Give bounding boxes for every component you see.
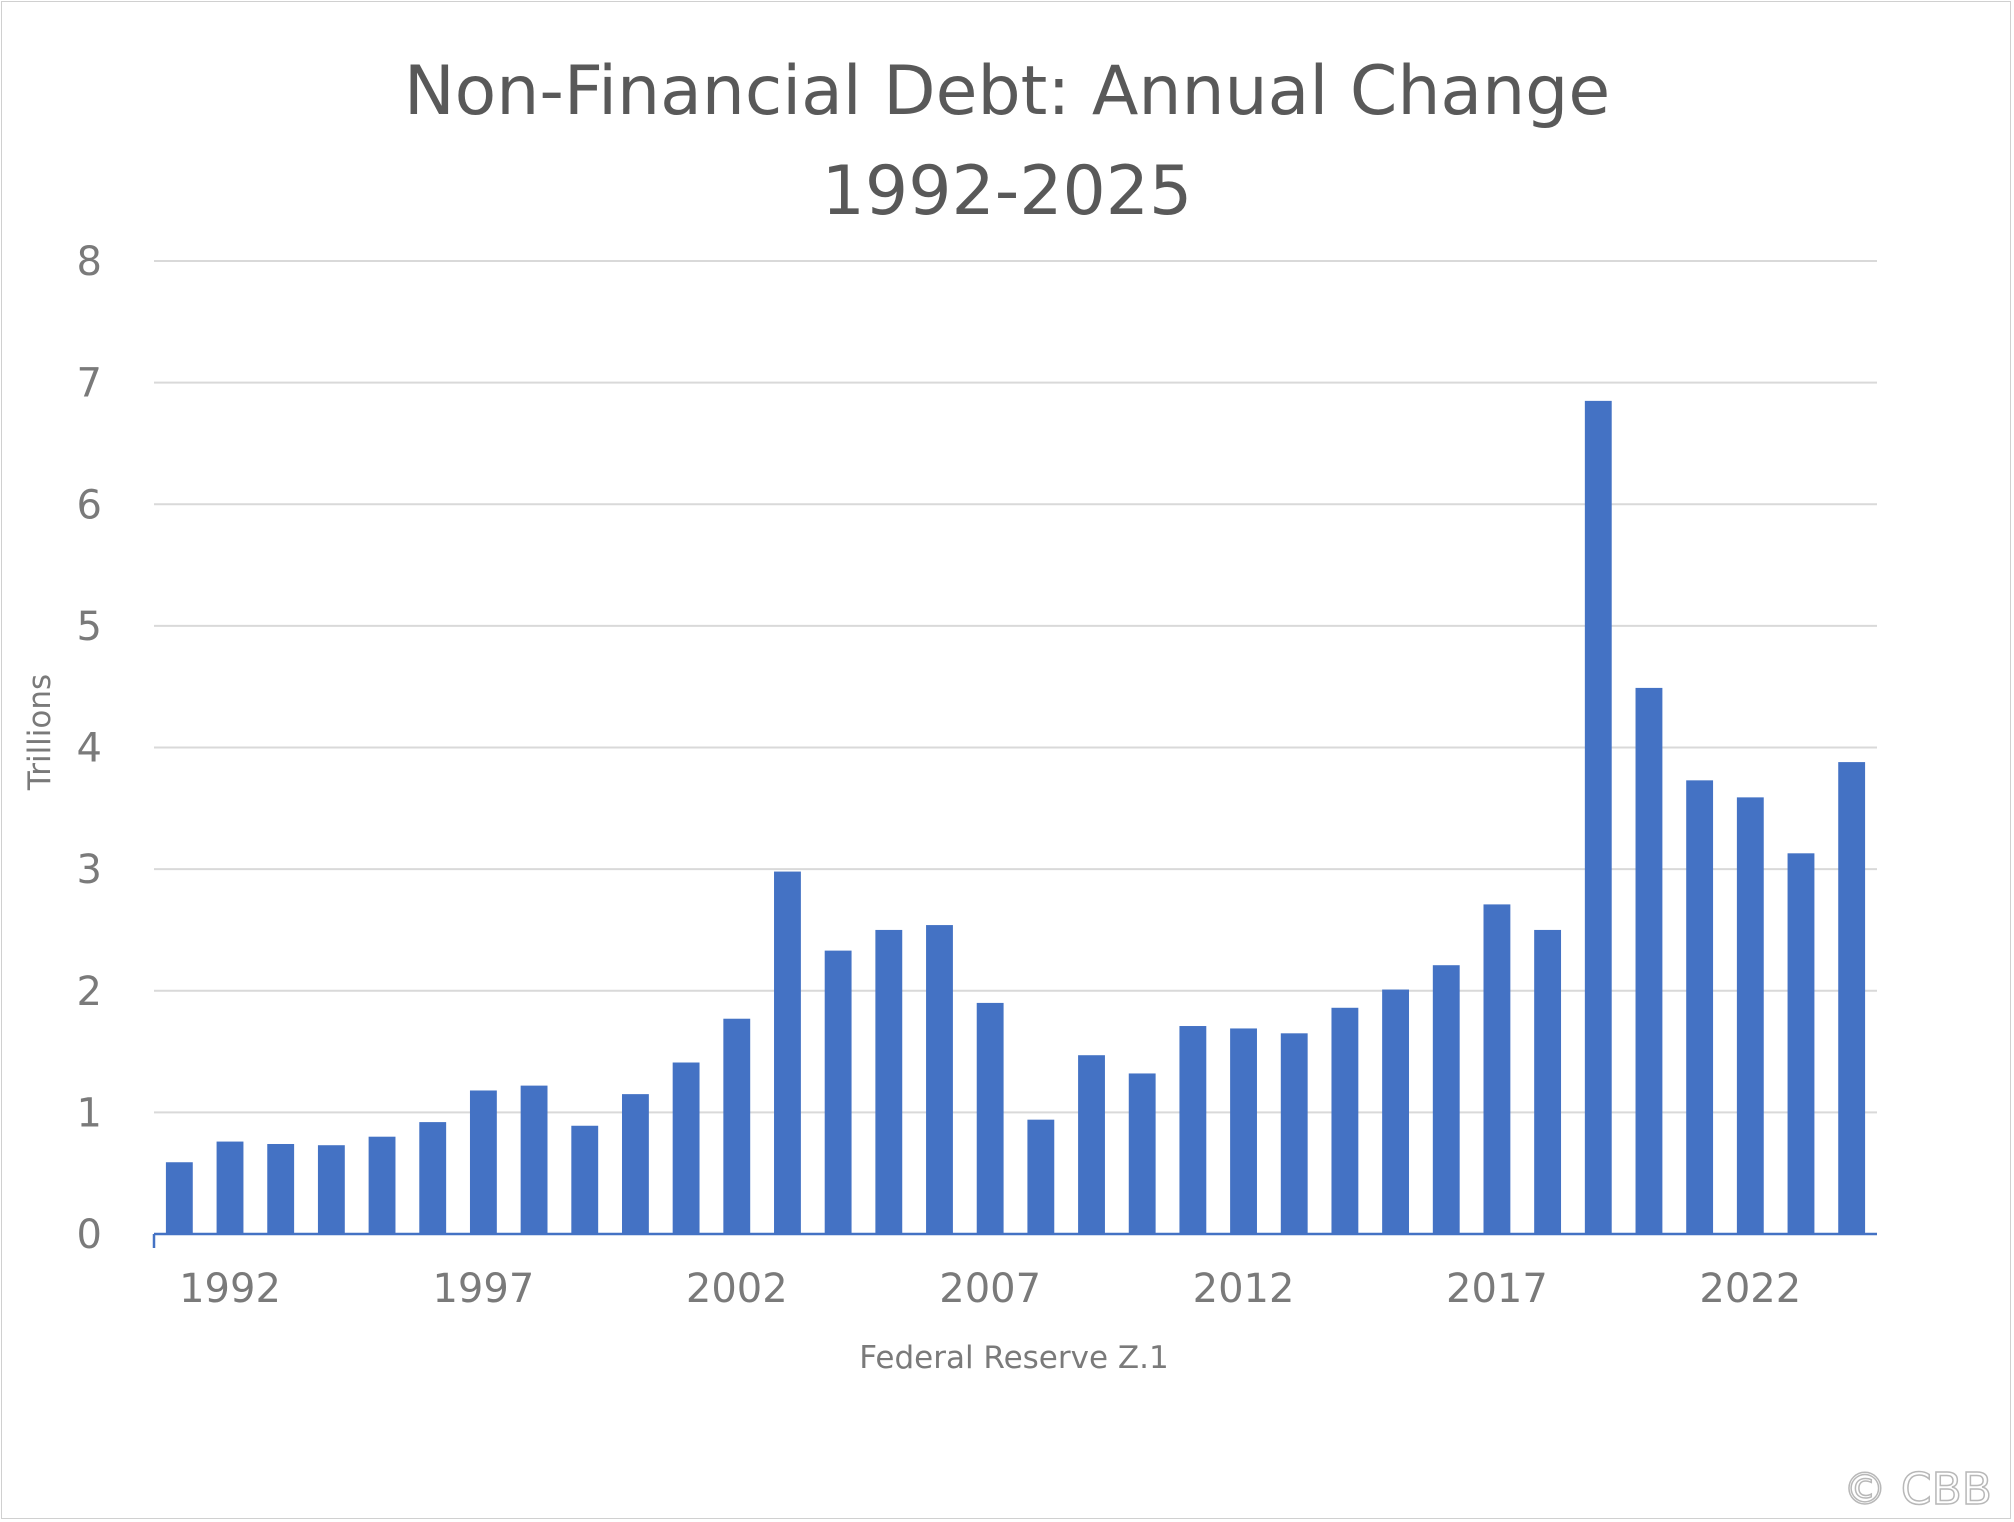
bar-2009 bbox=[1078, 1055, 1105, 1234]
bar-2017 bbox=[1483, 904, 1511, 1234]
bar-2002 bbox=[723, 1018, 751, 1234]
x-axis-title: Federal Reserve Z.1 bbox=[859, 1340, 1168, 1376]
bar-2005 bbox=[875, 929, 903, 1234]
bar-1999 bbox=[571, 1125, 599, 1234]
y-tick-label: 7 bbox=[77, 361, 102, 407]
y-tick-label: 4 bbox=[77, 726, 102, 772]
bar-2003 bbox=[774, 871, 801, 1234]
bar-2016 bbox=[1432, 965, 1460, 1234]
bar-2024 bbox=[1838, 762, 1866, 1234]
bar-2004 bbox=[824, 950, 852, 1234]
bar-2010 bbox=[1128, 1073, 1156, 1234]
x-tick-label: 2007 bbox=[939, 1266, 1041, 1312]
bar-2020 bbox=[1635, 687, 1663, 1234]
bar-1991 bbox=[165, 1162, 193, 1234]
bar-2006 bbox=[926, 925, 953, 1234]
x-tick-label: 2017 bbox=[1446, 1266, 1548, 1312]
y-tick-label: 2 bbox=[77, 969, 102, 1015]
bar-1994 bbox=[317, 1145, 345, 1234]
y-tick-label: 5 bbox=[77, 604, 102, 650]
bar-2015 bbox=[1382, 989, 1410, 1234]
bar-2022 bbox=[1736, 797, 1764, 1234]
y-tick-label: 3 bbox=[77, 847, 102, 893]
watermark-text: © CBB bbox=[1843, 1464, 1992, 1515]
chart-title-line2: 1992-2025 bbox=[822, 152, 1193, 231]
x-tick-label: 2012 bbox=[1193, 1266, 1295, 1312]
bar-2014 bbox=[1331, 1007, 1359, 1234]
bar-2011 bbox=[1179, 1026, 1207, 1234]
bar-2008 bbox=[1027, 1119, 1055, 1234]
x-axis-ticks: 1992 1997 2002 2007 2012 2017 2022 bbox=[179, 1266, 1801, 1312]
bar-2021 bbox=[1686, 780, 1714, 1234]
bar-2013 bbox=[1280, 1033, 1308, 1234]
x-tick-label: 1997 bbox=[432, 1266, 534, 1312]
y-tick-label: 6 bbox=[77, 482, 102, 528]
bar-1992 bbox=[216, 1141, 244, 1234]
bar-1996 bbox=[419, 1122, 447, 1234]
bar-2023 bbox=[1787, 853, 1815, 1234]
bar-1997 bbox=[469, 1090, 497, 1234]
bar-2001 bbox=[672, 1062, 700, 1234]
bar-1998 bbox=[520, 1085, 548, 1234]
bar-1995 bbox=[368, 1136, 396, 1234]
bar-2000 bbox=[621, 1094, 649, 1234]
y-axis-title: Trillions bbox=[22, 674, 58, 791]
x-tick-label: 2022 bbox=[1699, 1266, 1801, 1312]
x-tick-label: 1992 bbox=[179, 1266, 281, 1312]
y-tick-label: 8 bbox=[77, 239, 102, 285]
x-tick-label: 2002 bbox=[686, 1266, 788, 1312]
bar-2018 bbox=[1534, 929, 1562, 1234]
bar-1993 bbox=[267, 1143, 295, 1234]
y-axis-ticks: 0 1 2 3 4 5 6 7 8 bbox=[77, 239, 102, 1258]
bar-2012 bbox=[1230, 1028, 1257, 1234]
bar-2019 bbox=[1584, 400, 1612, 1234]
bars bbox=[165, 400, 1866, 1234]
y-tick-label: 0 bbox=[77, 1212, 102, 1258]
y-tick-label: 1 bbox=[77, 1090, 102, 1136]
gridlines bbox=[154, 260, 1877, 1114]
bar-2007 bbox=[976, 1002, 1004, 1234]
chart-title-line1: Non-Financial Debt: Annual Change bbox=[404, 52, 1610, 131]
